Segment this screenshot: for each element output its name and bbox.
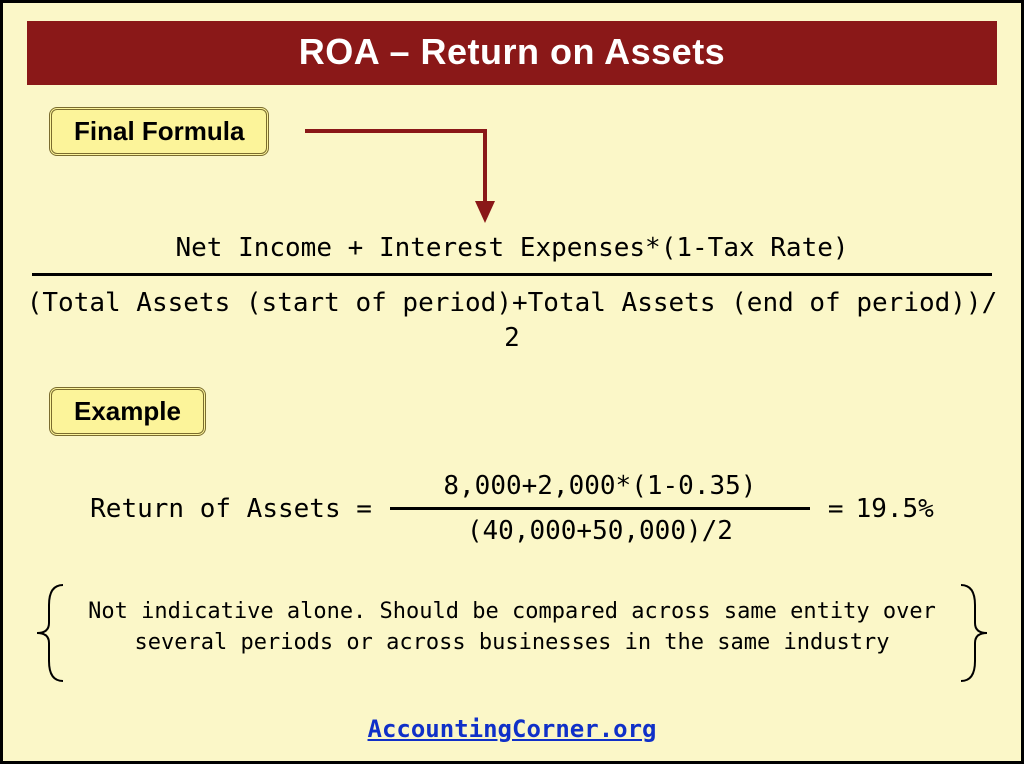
equals-sign: = xyxy=(828,494,844,524)
badge-example: Example xyxy=(49,387,206,436)
example-result: 19.5% xyxy=(856,494,934,524)
title-bar: ROA – Return on Assets xyxy=(27,21,997,85)
fraction-bar xyxy=(32,273,992,276)
formula-numerator: Net Income + Interest Expenses*(1-Tax Ra… xyxy=(3,233,1021,263)
formula-denominator: (Total Assets (start of period)+Total As… xyxy=(3,286,1021,356)
example-fraction-bar xyxy=(390,507,810,510)
example-numerator: 8,000+2,000*(1-0.35) xyxy=(443,471,756,501)
example-denominator: (40,000+50,000)/2 xyxy=(467,516,733,546)
brace-left-icon xyxy=(31,583,71,683)
example-fraction: 8,000+2,000*(1-0.35) (40,000+50,000)/2 xyxy=(390,471,810,546)
formula-denominator-line1: (Total Assets (start of period)+Total As… xyxy=(27,288,998,318)
source-link[interactable]: AccountingCorner.org xyxy=(368,715,657,743)
arrow-to-formula xyxy=(305,127,525,223)
formula-block: Net Income + Interest Expenses*(1-Tax Ra… xyxy=(3,233,1021,356)
footer: AccountingCorner.org xyxy=(3,715,1021,743)
example-block: Return of Assets = 8,000+2,000*(1-0.35) … xyxy=(3,471,1021,546)
example-lhs: Return of Assets = xyxy=(90,494,372,524)
page-title: ROA – Return on Assets xyxy=(299,31,725,72)
badge-final-formula: Final Formula xyxy=(49,107,269,156)
brace-right-icon xyxy=(953,583,993,683)
interpretation-note: Not indicative alone. Should be compared… xyxy=(73,597,951,659)
formula-denominator-line2: 2 xyxy=(504,323,520,353)
